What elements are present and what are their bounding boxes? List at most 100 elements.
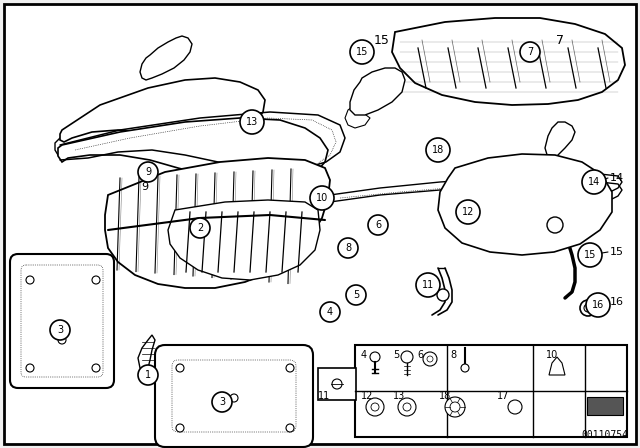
Circle shape bbox=[461, 364, 469, 372]
Polygon shape bbox=[438, 154, 612, 255]
Circle shape bbox=[320, 302, 340, 322]
Text: 9: 9 bbox=[145, 167, 151, 177]
Text: 10: 10 bbox=[546, 350, 558, 360]
Circle shape bbox=[176, 424, 184, 432]
Bar bbox=[318, 368, 356, 400]
Circle shape bbox=[416, 273, 440, 297]
Circle shape bbox=[346, 285, 366, 305]
Text: 15: 15 bbox=[374, 34, 390, 47]
Text: 4: 4 bbox=[361, 350, 367, 360]
Circle shape bbox=[286, 424, 294, 432]
Circle shape bbox=[332, 379, 342, 389]
Circle shape bbox=[578, 243, 602, 267]
Circle shape bbox=[240, 110, 264, 134]
Circle shape bbox=[92, 364, 100, 372]
Circle shape bbox=[350, 40, 374, 64]
FancyBboxPatch shape bbox=[155, 345, 313, 447]
Circle shape bbox=[26, 364, 34, 372]
FancyBboxPatch shape bbox=[172, 360, 296, 432]
Polygon shape bbox=[350, 68, 405, 115]
Circle shape bbox=[398, 398, 416, 416]
Text: 14: 14 bbox=[610, 173, 624, 183]
Circle shape bbox=[190, 218, 210, 238]
Circle shape bbox=[310, 186, 334, 210]
Text: 4: 4 bbox=[327, 307, 333, 317]
Bar bbox=[355, 345, 627, 437]
Circle shape bbox=[427, 356, 433, 362]
Text: 8: 8 bbox=[450, 350, 456, 360]
Text: 15: 15 bbox=[584, 250, 596, 260]
Text: 13: 13 bbox=[393, 391, 405, 401]
Polygon shape bbox=[55, 110, 278, 178]
Polygon shape bbox=[105, 158, 330, 288]
Text: 7: 7 bbox=[556, 34, 564, 47]
Text: 3: 3 bbox=[219, 397, 225, 407]
Text: 3: 3 bbox=[57, 325, 63, 335]
Text: 12: 12 bbox=[361, 391, 373, 401]
Polygon shape bbox=[58, 118, 328, 184]
Circle shape bbox=[366, 398, 384, 416]
Circle shape bbox=[586, 293, 610, 317]
Circle shape bbox=[426, 138, 450, 162]
Circle shape bbox=[445, 397, 465, 417]
Circle shape bbox=[547, 217, 563, 233]
Circle shape bbox=[423, 352, 437, 366]
Text: 5: 5 bbox=[353, 290, 359, 300]
Text: 11: 11 bbox=[318, 391, 330, 401]
Circle shape bbox=[176, 364, 184, 372]
Text: 13: 13 bbox=[246, 117, 258, 127]
Text: 16: 16 bbox=[610, 297, 624, 307]
Circle shape bbox=[230, 394, 238, 402]
Circle shape bbox=[26, 276, 34, 284]
Circle shape bbox=[580, 300, 596, 316]
Polygon shape bbox=[545, 122, 575, 165]
Circle shape bbox=[58, 336, 66, 344]
Text: 10: 10 bbox=[316, 193, 328, 203]
Circle shape bbox=[138, 162, 158, 182]
Polygon shape bbox=[60, 78, 265, 142]
Circle shape bbox=[138, 365, 158, 385]
Circle shape bbox=[212, 392, 232, 412]
Text: 15: 15 bbox=[356, 47, 368, 57]
Text: 12: 12 bbox=[462, 207, 474, 217]
Text: 6: 6 bbox=[417, 350, 423, 360]
FancyBboxPatch shape bbox=[21, 265, 103, 377]
Circle shape bbox=[401, 351, 413, 363]
Circle shape bbox=[508, 400, 522, 414]
Circle shape bbox=[450, 402, 460, 412]
Circle shape bbox=[456, 200, 480, 224]
Circle shape bbox=[403, 403, 411, 411]
Circle shape bbox=[520, 42, 540, 62]
Text: 1: 1 bbox=[145, 370, 151, 380]
Text: 6: 6 bbox=[375, 220, 381, 230]
Text: 17: 17 bbox=[497, 391, 509, 401]
Polygon shape bbox=[587, 397, 623, 415]
Text: 00110754: 00110754 bbox=[581, 430, 628, 440]
Circle shape bbox=[437, 289, 449, 301]
Polygon shape bbox=[392, 18, 625, 105]
Text: 14: 14 bbox=[588, 177, 600, 187]
Circle shape bbox=[371, 403, 379, 411]
Text: 18: 18 bbox=[439, 391, 451, 401]
Polygon shape bbox=[138, 335, 155, 370]
Circle shape bbox=[50, 320, 70, 340]
Circle shape bbox=[338, 238, 358, 258]
Text: 7: 7 bbox=[527, 47, 533, 57]
Circle shape bbox=[92, 276, 100, 284]
Text: 18: 18 bbox=[432, 145, 444, 155]
Text: 16: 16 bbox=[592, 300, 604, 310]
Text: 9: 9 bbox=[141, 182, 148, 192]
Text: 5: 5 bbox=[393, 350, 399, 360]
Polygon shape bbox=[168, 200, 320, 280]
Text: 15: 15 bbox=[610, 247, 624, 257]
Text: 8: 8 bbox=[345, 243, 351, 253]
Circle shape bbox=[582, 170, 606, 194]
Circle shape bbox=[368, 215, 388, 235]
FancyBboxPatch shape bbox=[10, 254, 114, 388]
Text: 11: 11 bbox=[422, 280, 434, 290]
Circle shape bbox=[286, 364, 294, 372]
Circle shape bbox=[584, 304, 592, 312]
Polygon shape bbox=[549, 357, 565, 375]
Polygon shape bbox=[140, 36, 192, 80]
Circle shape bbox=[370, 352, 380, 362]
